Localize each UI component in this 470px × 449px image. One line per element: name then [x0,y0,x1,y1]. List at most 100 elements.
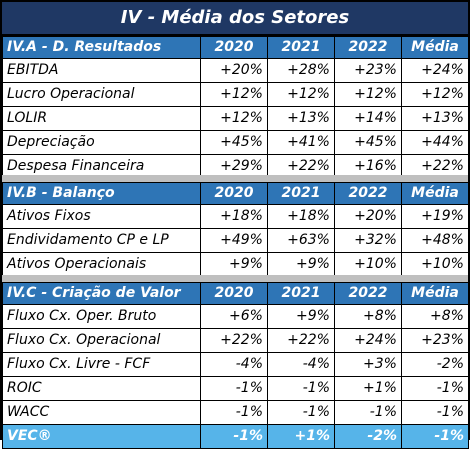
row-value: +9% [200,252,268,277]
row-value: -4% [267,352,335,377]
row-value: +10% [401,252,469,277]
row-value: -1% [401,400,469,425]
year-header: 2020 [200,36,268,59]
section-header: IV.C - Criação de Valor [2,282,201,305]
row-value: -1% [334,400,402,425]
section-header: IV.B - Balanço [2,182,201,205]
results-table: IV.A - D. Resultados 2020 2021 2022 Médi… [2,36,469,179]
table-row: ROIC -1% -1% +1% -1% [2,376,469,401]
year-header: 2022 [334,182,402,205]
row-value: +28% [267,58,335,83]
row-value: -4% [200,352,268,377]
row-value: +23% [401,328,469,353]
row-value: -1% [200,376,268,401]
row-label: Depreciação [2,130,201,155]
table-row: EBITDA +20% +28% +23% +24% [2,58,469,83]
table-row: Despesa Financeira +29% +22% +16% +22% [2,154,469,179]
row-value: +9% [267,252,335,277]
total-value: -2% [334,424,402,449]
row-value: +24% [334,328,402,353]
row-value: +18% [267,204,335,229]
row-value: +45% [200,130,268,155]
row-value: +23% [334,58,402,83]
row-value: +12% [334,82,402,107]
row-value: +12% [267,82,335,107]
table-row: Fluxo Cx. Oper. Bruto +6% +9% +8% +8% [2,304,469,329]
year-header: 2022 [334,36,402,59]
row-value: -1% [267,376,335,401]
section-header: IV.A - D. Resultados [2,36,201,59]
total-value: -1% [200,424,268,449]
row-value: -1% [267,400,335,425]
row-value: +18% [200,204,268,229]
section-divider [2,275,468,282]
row-value: +22% [401,154,469,179]
table-row: Endividamento CP e LP +49% +63% +32% +48… [2,228,469,253]
row-value: +22% [200,328,268,353]
row-value: +12% [200,82,268,107]
row-value: +22% [267,328,335,353]
year-header: 2021 [267,36,335,59]
row-value: +13% [401,106,469,131]
average-header: Média [401,282,469,305]
row-value: +41% [267,130,335,155]
row-value: +1% [334,376,402,401]
year-header: 2020 [200,282,268,305]
row-value: +45% [334,130,402,155]
table-row: Lucro Operacional +12% +12% +12% +12% [2,82,469,107]
total-value: -1% [401,424,469,449]
value-header-row: IV.C - Criação de Valor 2020 2021 2022 M… [2,282,469,305]
table-row: Ativos Operacionais +9% +9% +10% +10% [2,252,469,277]
row-value: -2% [401,352,469,377]
row-value: +20% [200,58,268,83]
average-header: Média [401,36,469,59]
row-value: +3% [334,352,402,377]
row-label: Lucro Operacional [2,82,201,107]
row-value: +20% [334,204,402,229]
row-label: Despesa Financeira [2,154,201,179]
row-label: Endividamento CP e LP [2,228,201,253]
row-value: +49% [200,228,268,253]
row-value: +10% [334,252,402,277]
row-label: EBITDA [2,58,201,83]
table-row: Fluxo Cx. Livre - FCF -4% -4% +3% -2% [2,352,469,377]
table-row: Ativos Fixos +18% +18% +20% +19% [2,204,469,229]
row-value: +9% [267,304,335,329]
row-label: Fluxo Cx. Livre - FCF [2,352,201,377]
year-header: 2022 [334,282,402,305]
table-row: WACC -1% -1% -1% -1% [2,400,469,425]
row-value: +19% [401,204,469,229]
balance-header-row: IV.B - Balanço 2020 2021 2022 Média [2,182,469,205]
average-header: Média [401,182,469,205]
row-label: Fluxo Cx. Operacional [2,328,201,353]
row-label: ROIC [2,376,201,401]
value-creation-table: IV.C - Criação de Valor 2020 2021 2022 M… [2,282,469,449]
row-label: LOLIR [2,106,201,131]
results-header-row: IV.A - D. Resultados 2020 2021 2022 Médi… [2,36,469,59]
row-label: WACC [2,400,201,425]
row-label: Fluxo Cx. Oper. Bruto [2,304,201,329]
row-value: +48% [401,228,469,253]
row-value: +63% [267,228,335,253]
row-value: +12% [200,106,268,131]
year-header: 2021 [267,182,335,205]
total-label: VEC® [2,424,201,449]
row-value: +14% [334,106,402,131]
row-value: +8% [334,304,402,329]
total-value: +1% [267,424,335,449]
row-value: +24% [401,58,469,83]
row-label: Ativos Fixos [2,204,201,229]
row-value: +8% [401,304,469,329]
balance-table: IV.B - Balanço 2020 2021 2022 Média Ativ… [2,182,469,277]
table-row: LOLIR +12% +13% +14% +13% [2,106,469,131]
row-value: +44% [401,130,469,155]
row-value: +32% [334,228,402,253]
section-divider [2,175,468,182]
row-label: Ativos Operacionais [2,252,201,277]
row-value: -1% [401,376,469,401]
row-value: +12% [401,82,469,107]
row-value: -1% [200,400,268,425]
row-value: +13% [267,106,335,131]
table-row: Fluxo Cx. Operacional +22% +22% +24% +23… [2,328,469,353]
